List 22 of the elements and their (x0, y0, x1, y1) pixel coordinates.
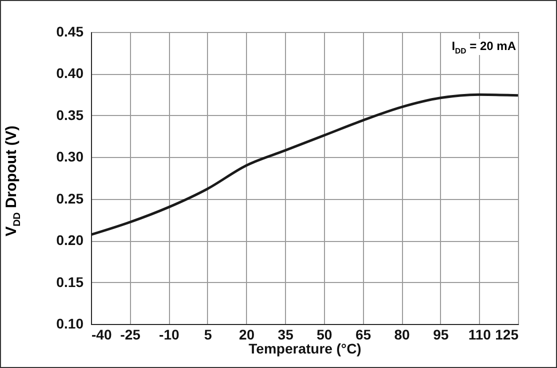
x-tick-label: 50 (316, 326, 332, 342)
y-tick-label: 0.40 (56, 65, 84, 82)
y-tick-label: 0.45 (56, 24, 84, 40)
y-tick-label: 0.15 (56, 274, 84, 290)
x-tick-label: 95 (433, 326, 449, 342)
x-tick-label: 5 (204, 326, 212, 342)
x-tick-label: 125 (495, 326, 519, 342)
x-tick-label: 35 (278, 326, 294, 342)
y-tick-label: 0.25 (56, 190, 84, 206)
y-tick-label: 0.10 (56, 316, 84, 332)
x-tick-label: 65 (355, 326, 372, 342)
x-axis-title: Temperature (°C) (248, 340, 362, 356)
y-tick-label: 0.35 (56, 106, 84, 123)
x-tick-label: 20 (238, 326, 255, 342)
x-tick-label: 110 (468, 326, 492, 342)
x-tick-label: -10 (159, 326, 180, 342)
y-tick-label: 0.20 (56, 232, 84, 248)
annotation: I$_{DD}$ = 20 mA (452, 39, 516, 56)
x-tick-label: -25 (120, 326, 141, 342)
y-tick-label: 0.30 (56, 148, 84, 165)
x-tick-label: 80 (394, 326, 410, 342)
x-tick-label: -40 (92, 326, 112, 342)
